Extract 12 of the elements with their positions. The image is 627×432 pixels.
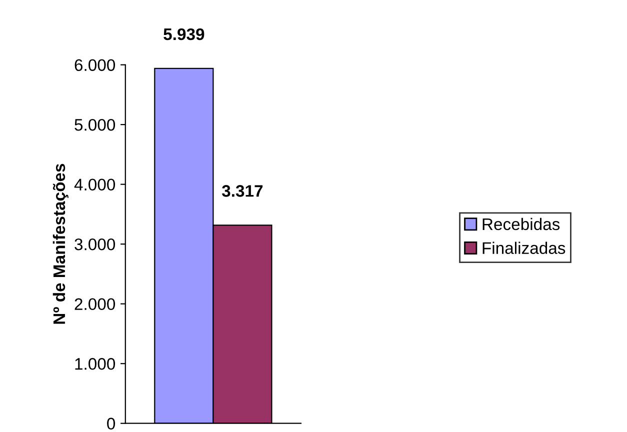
y-tick-label: 3.000 <box>74 238 116 250</box>
y-tick-label: 2.000 <box>74 298 116 310</box>
legend-label: Finalizadas <box>482 242 566 254</box>
y-tick-label: 1.000 <box>75 358 116 370</box>
data-label: 3.317 <box>222 185 263 197</box>
y-axis-title: Nº de Manifestações <box>52 164 68 324</box>
y-tick-label: 6.000 <box>74 59 116 72</box>
data-label: 5.939 <box>164 28 204 40</box>
y-tick-label: 4.000 <box>74 178 116 191</box>
y-tick-label: 0 <box>107 418 116 430</box>
legend-label: Recebidas <box>482 218 560 230</box>
y-tick-label: 5.000 <box>74 118 116 131</box>
